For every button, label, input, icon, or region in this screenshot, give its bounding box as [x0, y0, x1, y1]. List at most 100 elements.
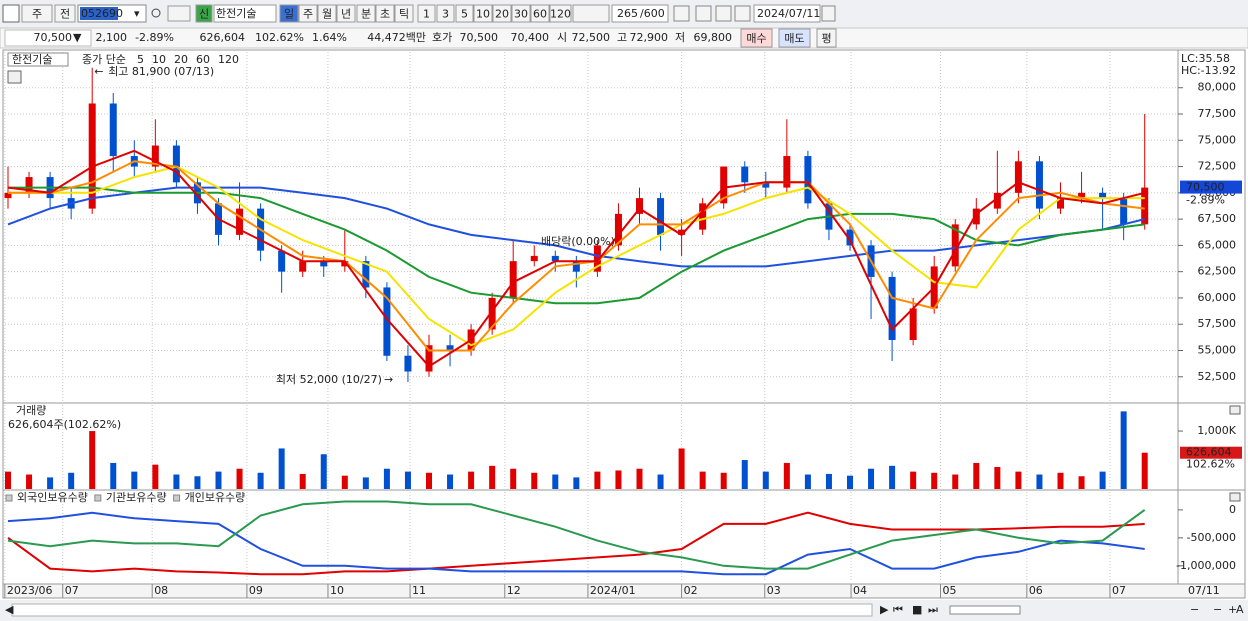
period-button-label[interactable]: 월	[322, 8, 332, 21]
legend-entry: 60	[196, 53, 210, 66]
y-tick-label: -500,000	[1187, 531, 1236, 544]
candle-body	[1141, 187, 1149, 225]
scope-button-label[interactable]: 전	[60, 8, 70, 21]
high-annotation: 최고 81,900 (07/13)	[108, 65, 214, 78]
menu-icon[interactable]	[2, 4, 20, 23]
scope-button[interactable]	[54, 4, 76, 23]
interval-button[interactable]	[492, 4, 512, 23]
buy-button-label[interactable]: 매수	[746, 32, 766, 45]
interval-select[interactable]	[572, 4, 610, 23]
scroll-left[interactable]: ◀	[5, 603, 14, 616]
count-max: /600	[640, 7, 665, 20]
interval-button-label[interactable]: 60	[533, 8, 547, 21]
period-button-label[interactable]: 틱	[399, 8, 409, 21]
buy-button[interactable]	[740, 28, 773, 48]
legend-entry: 10	[152, 53, 166, 66]
x-tick-label: 06	[1029, 584, 1043, 597]
period-button-label[interactable]: 분	[361, 8, 371, 21]
minus[interactable]: −	[1213, 603, 1222, 616]
forward[interactable]: ⏭	[928, 603, 938, 616]
info-direction: ▼	[73, 31, 82, 44]
interval-button-label[interactable]: 3	[442, 8, 449, 21]
interval-button-label[interactable]: 20	[495, 8, 509, 21]
interval-button[interactable]	[417, 4, 436, 23]
info-low-label: 저	[675, 31, 685, 44]
period-button-label[interactable]: 일	[284, 7, 294, 21]
market-select[interactable]	[21, 4, 53, 23]
search-icon[interactable]	[151, 8, 161, 18]
period-button[interactable]	[336, 4, 356, 23]
stop[interactable]: ■	[912, 603, 922, 616]
count-box[interactable]	[611, 4, 669, 23]
candle-body	[678, 229, 686, 235]
volume-bar	[1099, 471, 1106, 489]
x-tick-label: 11	[412, 584, 426, 597]
volume-bar	[804, 474, 811, 489]
avg-button-label[interactable]: 평	[821, 32, 831, 45]
interval-button-label[interactable]: 1	[423, 8, 430, 21]
series-line	[8, 186, 1145, 305]
candle-body	[1057, 198, 1064, 209]
legend-entry: 5	[137, 53, 144, 66]
market-select-label[interactable]: 주	[32, 8, 42, 21]
interval-button[interactable]	[436, 4, 455, 23]
sell-button[interactable]	[778, 28, 811, 48]
date-box[interactable]	[753, 4, 821, 23]
candle-body	[509, 261, 517, 298]
interval-button[interactable]	[473, 4, 493, 23]
series-line	[7, 149, 1145, 368]
interval-button[interactable]	[455, 4, 474, 23]
scroll-right[interactable]: ▶	[880, 603, 889, 616]
sell-button-label[interactable]: 매도	[784, 32, 804, 45]
scroll-track[interactable]	[11, 603, 873, 617]
period-button[interactable]	[356, 4, 376, 23]
interval-button[interactable]	[549, 4, 572, 23]
zoom-slider[interactable]	[949, 605, 1021, 615]
period-button-label[interactable]: 초	[380, 8, 390, 21]
plus[interactable]: +	[1228, 603, 1237, 616]
candle-body	[1120, 198, 1128, 225]
text-tool[interactable]: A	[1236, 603, 1244, 616]
candle-body	[636, 198, 643, 214]
avg-button[interactable]	[816, 28, 837, 48]
period-button-label[interactable]: 년	[341, 8, 351, 21]
period-button-label[interactable]: 주	[303, 8, 313, 21]
candle-body	[151, 145, 159, 167]
tool-icon[interactable]	[715, 5, 732, 22]
period-button[interactable]	[375, 4, 395, 23]
tool-icon[interactable]	[673, 5, 690, 22]
panel-close[interactable]	[1229, 492, 1241, 502]
badge[interactable]	[195, 4, 213, 23]
interval-button[interactable]	[530, 4, 550, 23]
period-button[interactable]	[317, 4, 337, 23]
rewind[interactable]: ⏮	[893, 603, 903, 616]
calendar-icon[interactable]	[821, 5, 836, 22]
interval-button-label[interactable]: 30	[514, 8, 528, 21]
period-button[interactable]	[298, 4, 318, 23]
tool-icon[interactable]	[734, 5, 751, 22]
candle-body	[1035, 161, 1043, 209]
dropdown[interactable]: ▾	[134, 7, 140, 20]
x-tick-label: 12	[507, 584, 521, 597]
interval-button-label[interactable]: 120	[550, 8, 571, 21]
calc-icon[interactable]	[7, 70, 22, 84]
panel-close[interactable]	[1229, 405, 1241, 415]
x-tick-label: 03	[767, 584, 781, 597]
badge-label[interactable]: 신	[199, 8, 209, 21]
interval-button[interactable]	[511, 4, 531, 23]
y-tick-label: 80,000	[1198, 81, 1237, 94]
volume-bar	[636, 468, 643, 489]
period-button[interactable]	[394, 4, 414, 23]
interval-button-label[interactable]: 5	[461, 8, 468, 21]
speaker-icon[interactable]	[167, 5, 191, 22]
x-tick-label: 08	[154, 584, 168, 597]
x-tick-label: 02	[684, 584, 698, 597]
tool-icon[interactable]	[695, 5, 712, 22]
period-button[interactable]	[279, 4, 299, 23]
candle-body	[951, 224, 959, 267]
volume-bar	[531, 472, 538, 489]
candle-body	[446, 345, 454, 351]
zoom-out[interactable]: −	[1190, 603, 1199, 616]
interval-button-label[interactable]: 10	[476, 8, 490, 21]
